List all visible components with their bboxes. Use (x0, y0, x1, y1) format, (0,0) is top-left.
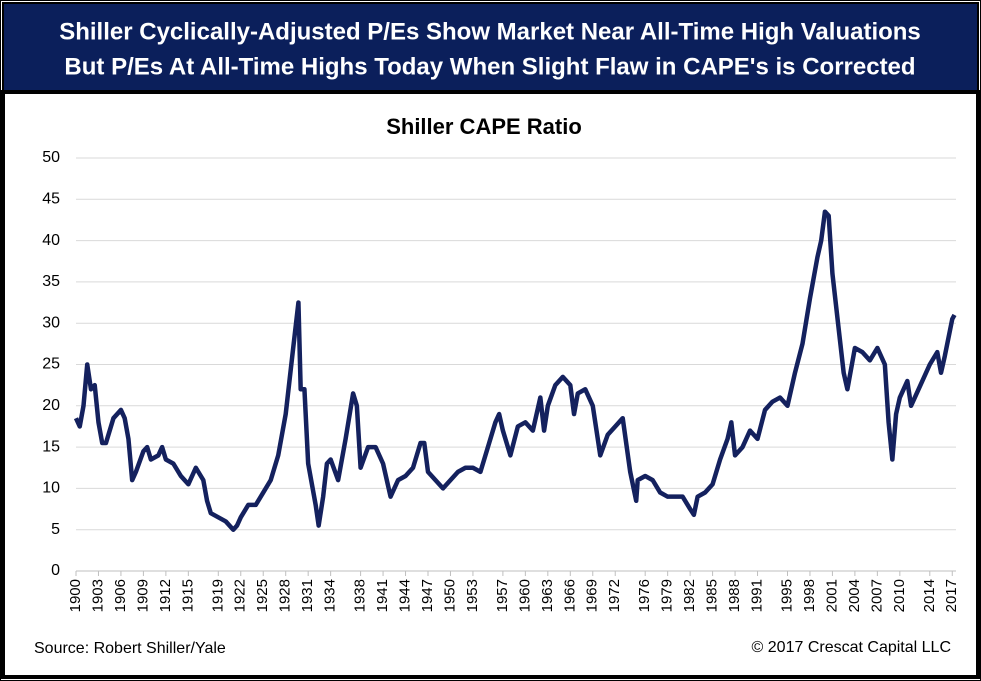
y-tick-label: 50 (42, 149, 60, 166)
x-tick-label: 1906 (112, 579, 129, 612)
x-tick-label: 2007 (868, 579, 885, 612)
x-tick-label: 1928 (277, 579, 294, 612)
header-band (2, 2, 979, 93)
y-tick-label: 25 (42, 356, 60, 373)
y-tick-label: 5 (51, 521, 60, 538)
x-tick-label: 1969 (584, 579, 601, 612)
heading-line: Shiller Cyclically-Adjusted P/Es Show Ma… (59, 18, 921, 45)
x-tick-label: 1957 (494, 579, 511, 612)
y-tick-label: 30 (42, 314, 60, 331)
x-tick-label: 2017 (943, 579, 960, 612)
x-tick-label: 1976 (636, 579, 653, 612)
x-tick-label: 1995 (778, 579, 795, 612)
x-tick-label: 2014 (921, 579, 938, 612)
x-tick-label: 1944 (397, 579, 414, 612)
x-tick-label: 1915 (179, 579, 196, 612)
x-tick-label: 2004 (846, 579, 863, 612)
x-tick-label: 1972 (606, 579, 623, 612)
y-tick-label: 35 (42, 273, 60, 290)
x-tick-label: 1982 (681, 579, 698, 612)
y-tick-label: 20 (42, 397, 60, 414)
credit-note: © 2017 Crescat Capital LLC (752, 639, 951, 656)
x-tick-label: 1988 (726, 579, 743, 612)
y-tick-label: 10 (42, 480, 60, 497)
x-tick-label: 1919 (209, 579, 226, 612)
y-tick-label: 40 (42, 232, 60, 249)
x-tick-label: 1979 (659, 579, 676, 612)
x-tick-label: 1947 (419, 579, 436, 612)
y-tick-label: 15 (42, 438, 60, 455)
x-tick-label: 1963 (539, 579, 556, 612)
x-tick-label: 1903 (89, 579, 106, 612)
x-tick-label: 1950 (441, 579, 458, 612)
x-tick-label: 1966 (561, 579, 578, 612)
x-tick-label: 1991 (749, 579, 766, 612)
x-tick-label: 1934 (322, 579, 339, 612)
cape-line (73, 209, 957, 532)
x-tick-label: 2010 (891, 579, 908, 612)
heading-line: But P/Es At All-Time Highs Today When Sl… (64, 53, 915, 80)
chart-border (1, 90, 980, 679)
y-tick-label: 45 (42, 191, 60, 208)
x-tick-label: 1900 (67, 579, 84, 612)
x-tick-label: 1938 (352, 579, 369, 612)
x-tick-label: 1941 (374, 579, 391, 612)
x-tick-label: 1985 (704, 579, 721, 612)
y-tick-label: 0 (51, 562, 60, 579)
x-tick-label: 1925 (254, 579, 271, 612)
x-tick-label: 1960 (516, 579, 533, 612)
x-tick-label: 1998 (801, 579, 818, 612)
x-tick-label: 1931 (299, 579, 316, 612)
chart-title: Shiller CAPE Ratio (386, 114, 582, 139)
x-tick-label: 1922 (232, 579, 249, 612)
source-note: Source: Robert Shiller/Yale (34, 640, 226, 657)
x-tick-label: 1909 (134, 579, 151, 612)
x-tick-label: 1953 (464, 579, 481, 612)
x-tick-label: 2001 (823, 579, 840, 612)
x-tick-label: 1912 (157, 579, 174, 612)
